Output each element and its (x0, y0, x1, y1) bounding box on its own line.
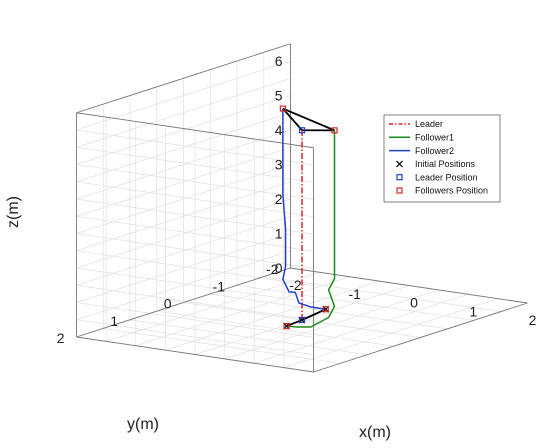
legend-label: Follower1 (415, 133, 454, 143)
y-tick-label: 0 (164, 296, 172, 312)
y-tick-label: 1 (110, 313, 118, 329)
back-grid-line (76, 215, 314, 252)
formation-edge (282, 107, 335, 132)
floor-grid-line (103, 327, 341, 364)
tick-labels: 0 1 2 3 4 5 6 -2 -1 0 1 2 -2 -1 0 1 2 (57, 53, 537, 346)
back-grid-line (76, 302, 314, 338)
x-tick-label: -1 (349, 286, 362, 302)
left-grid-line (76, 215, 291, 286)
legend-swatch (396, 174, 403, 181)
left-grid-line (76, 181, 291, 252)
left-grid-line (76, 77, 291, 148)
left-grid-line (76, 233, 291, 303)
back-grid-line (76, 250, 314, 287)
legend-entry: Leader (389, 119, 443, 129)
back-grid-line (76, 198, 314, 235)
x-tick-label: 2 (529, 312, 537, 328)
left-grid-line (76, 250, 291, 321)
box-edge (76, 112, 314, 149)
back-grid-line (76, 284, 314, 321)
marker-followers-position (279, 105, 286, 112)
legend: Leader Follower1 Follower2 Initial Position… (383, 114, 501, 203)
box-edge (76, 43, 291, 114)
back-grid-line (76, 146, 314, 183)
legend-label: Followers Position (415, 186, 488, 196)
left-grid-line (76, 146, 291, 217)
floor-grid-line (236, 284, 475, 321)
y-tick-label: -1 (213, 278, 226, 294)
series-line-follower1 (286, 130, 336, 328)
legend-box (383, 114, 501, 203)
left-grid-line (76, 95, 291, 165)
legend-label: Initial Positions (415, 159, 476, 169)
z-tick-label: 5 (275, 88, 283, 104)
marker-leader-position (298, 127, 306, 134)
back-grid-line (76, 129, 314, 166)
legend-entry: Leader Position (396, 172, 478, 182)
floor-grid-line (156, 310, 394, 347)
marker-leader-position (298, 316, 306, 324)
box-edge (76, 267, 291, 338)
series-lines (282, 108, 336, 328)
box-edge (313, 302, 528, 373)
box-edge (76, 336, 314, 373)
z-tick-label: 0 (275, 260, 283, 276)
z-tick-label: 2 (275, 191, 283, 207)
x-tick-label: -2 (289, 277, 302, 293)
left-grid-line (76, 60, 291, 131)
back-grid-line (76, 233, 314, 269)
left-grid-line (76, 129, 291, 200)
z-tick-label: 3 (275, 157, 283, 173)
back-grid-line (76, 181, 314, 218)
z-tick-label: 4 (275, 122, 283, 138)
x-marker-stroke (396, 160, 403, 168)
x-tick-label: 1 (469, 303, 477, 319)
left-grid-line (76, 198, 291, 269)
marker-followers-position (331, 127, 338, 134)
y-axis-label: y(m) (127, 416, 159, 433)
legend-entry: Initial Positions (396, 159, 476, 169)
y-tick-label: -2 (266, 261, 279, 277)
legend-swatch (396, 187, 403, 194)
left-grid-line (76, 112, 291, 183)
x-axis-label: x(m) (359, 424, 391, 441)
legend-entry: Follower2 (389, 146, 454, 156)
z-tick-label: 6 (275, 53, 283, 69)
back-grid-line (76, 319, 314, 356)
y-tick-label: 2 (57, 330, 65, 346)
z-axis-label: z(m) (5, 196, 22, 228)
legend-entry: Follower1 (389, 133, 454, 143)
legend-swatch (396, 160, 403, 168)
floor-grid-line (263, 276, 501, 313)
left-grid-line (76, 164, 291, 234)
formation-edge (282, 107, 303, 131)
box-edge (290, 267, 528, 304)
floor-grid-line (129, 319, 368, 356)
legend-label: Leader (415, 119, 443, 129)
back-grid-line (76, 164, 314, 200)
series-line-follower2 (282, 108, 326, 310)
legend-label: Leader Position (415, 172, 478, 182)
marker-followers-position (283, 322, 290, 330)
back-grid-line (76, 267, 314, 304)
marker-followers-position (322, 306, 329, 313)
legend-label: Follower2 (415, 146, 454, 156)
legend-entry: Followers Position (396, 186, 488, 196)
x-tick-label: 0 (410, 295, 418, 311)
formation-edge (301, 308, 327, 321)
position-markers (279, 105, 338, 330)
z-tick-label: 1 (275, 226, 283, 242)
axes-box (76, 43, 528, 373)
